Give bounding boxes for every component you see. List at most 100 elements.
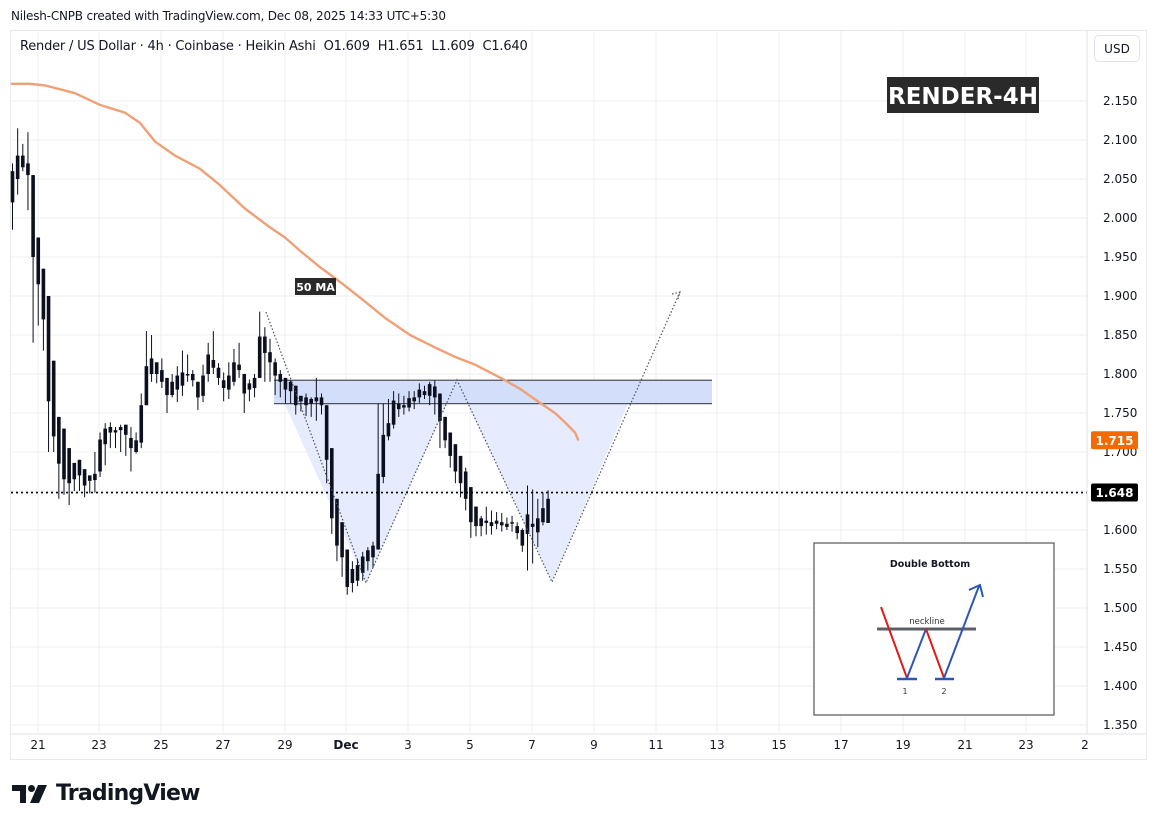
candle bbox=[21, 143, 25, 172]
candle bbox=[530, 489, 535, 564]
candle bbox=[448, 432, 453, 468]
bottom-2-label: 2 bbox=[941, 687, 946, 696]
ma-50-line bbox=[10, 82, 580, 441]
candle bbox=[443, 416, 447, 449]
candle bbox=[129, 427, 133, 472]
candle bbox=[366, 547, 370, 571]
candle bbox=[515, 522, 519, 540]
candle bbox=[154, 362, 159, 384]
candle bbox=[139, 393, 144, 449]
candle bbox=[330, 448, 334, 534]
x-tick-label: 3 bbox=[404, 738, 412, 752]
candle bbox=[422, 385, 427, 399]
y-tick-label: 1.950 bbox=[1103, 250, 1137, 264]
candle bbox=[355, 558, 360, 587]
title-badge-text: RENDER-4H bbox=[888, 84, 1038, 110]
candle bbox=[340, 522, 344, 577]
candle bbox=[124, 424, 128, 456]
candle bbox=[433, 380, 437, 415]
candle bbox=[98, 432, 102, 477]
x-tick-label: 27 bbox=[215, 738, 230, 752]
candle bbox=[77, 459, 82, 491]
candle bbox=[386, 398, 391, 441]
currency-button[interactable]: USD bbox=[1094, 35, 1140, 62]
candle bbox=[402, 395, 406, 415]
tradingview-wordmark: TradingView bbox=[56, 781, 200, 806]
tradingview-logo[interactable]: TradingView bbox=[12, 781, 200, 806]
pattern-drawings bbox=[274, 379, 712, 583]
candle bbox=[232, 349, 236, 386]
candle bbox=[72, 462, 77, 491]
candle bbox=[87, 475, 92, 494]
candle bbox=[546, 490, 550, 523]
x-tick-label: 2 bbox=[1081, 738, 1089, 752]
y-tick-label: 1.350 bbox=[1103, 718, 1137, 732]
candle bbox=[453, 444, 458, 484]
x-tick-label: 11 bbox=[648, 738, 663, 752]
last-price-badge bbox=[1091, 483, 1138, 502]
candle bbox=[268, 338, 272, 382]
symbol-legend[interactable]: Render / US Dollar · 4h · Coinbase · Hei… bbox=[20, 39, 528, 54]
candle bbox=[469, 487, 473, 538]
candle bbox=[417, 383, 422, 403]
attribution-text: Nilesh-CNPB created with TradingView.com… bbox=[11, 9, 446, 23]
candle bbox=[499, 512, 504, 532]
x-tick-label: 19 bbox=[895, 738, 910, 752]
x-tick-label: Dec bbox=[333, 738, 358, 752]
candle bbox=[196, 381, 200, 410]
inset-arrow-icon bbox=[968, 583, 984, 598]
candle bbox=[185, 354, 190, 382]
candle bbox=[345, 549, 350, 595]
candle bbox=[206, 342, 210, 382]
candle bbox=[36, 237, 41, 326]
ma-label-text: 50 MA bbox=[296, 281, 335, 294]
candle bbox=[263, 327, 267, 382]
candle bbox=[31, 175, 35, 343]
y-tick-label: 1.550 bbox=[1103, 562, 1137, 576]
candle bbox=[93, 452, 97, 493]
x-tick-label: 25 bbox=[153, 738, 168, 752]
candle bbox=[407, 391, 411, 412]
ma-price-text: 1.715 bbox=[1096, 434, 1134, 448]
candle bbox=[360, 551, 365, 581]
candle bbox=[427, 381, 432, 406]
candle bbox=[474, 506, 478, 537]
projection-arrowhead-icon bbox=[671, 291, 681, 300]
candle bbox=[62, 428, 66, 495]
candle bbox=[525, 485, 530, 571]
candle bbox=[237, 342, 241, 378]
candle bbox=[247, 379, 252, 402]
candle bbox=[67, 448, 71, 506]
candle bbox=[293, 385, 298, 415]
neckline-label: neckline bbox=[909, 617, 945, 627]
inset-title: Double Bottom bbox=[890, 559, 970, 570]
candle bbox=[165, 377, 169, 413]
candle bbox=[283, 377, 288, 404]
chart-frame bbox=[10, 30, 1147, 760]
candle bbox=[520, 528, 525, 552]
candle bbox=[288, 380, 293, 404]
candle bbox=[412, 391, 416, 410]
candle bbox=[489, 510, 494, 535]
candle bbox=[479, 515, 483, 537]
y-tick-label: 2.000 bbox=[1103, 211, 1137, 225]
candle bbox=[314, 377, 319, 421]
candle bbox=[160, 358, 164, 389]
candle bbox=[46, 296, 51, 452]
tradingview-mark-icon bbox=[12, 784, 47, 803]
candle bbox=[211, 331, 216, 374]
candle bbox=[391, 391, 396, 429]
y-tick-label: 1.750 bbox=[1103, 406, 1137, 420]
resistance-zone[interactable] bbox=[274, 380, 712, 404]
candle bbox=[26, 132, 30, 211]
candle bbox=[438, 393, 442, 449]
y-tick-label: 1.450 bbox=[1103, 640, 1137, 654]
candle bbox=[396, 393, 401, 417]
y-tick-label: 1.850 bbox=[1103, 328, 1137, 342]
x-tick-label: 5 bbox=[466, 738, 474, 752]
candle bbox=[494, 512, 499, 530]
x-tick-label: 29 bbox=[277, 738, 292, 752]
y-tick-label: 1.800 bbox=[1103, 367, 1137, 381]
candle bbox=[273, 358, 277, 396]
